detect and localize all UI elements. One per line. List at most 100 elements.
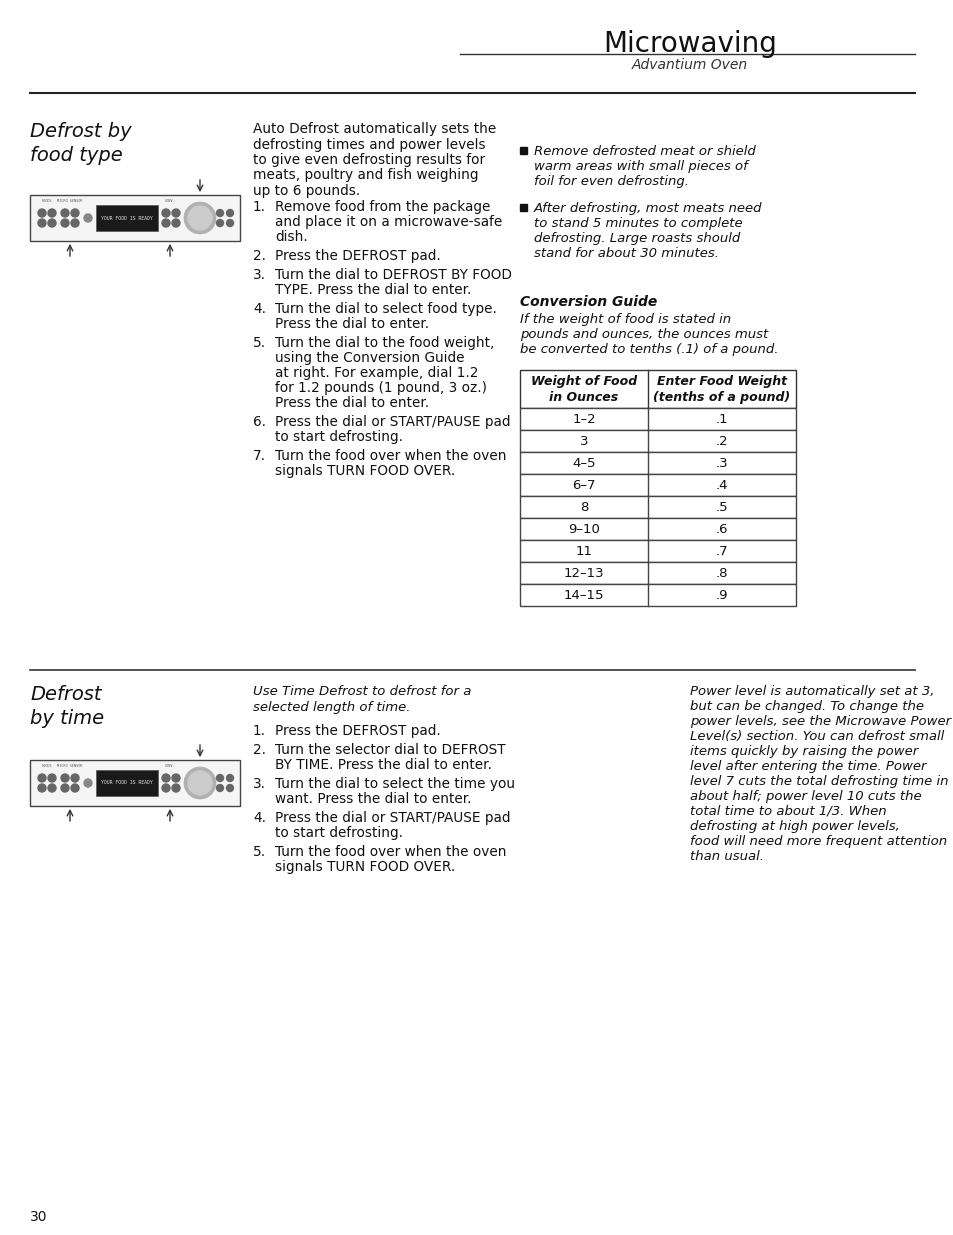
Circle shape <box>38 784 46 792</box>
Text: stand for about 30 minutes.: stand for about 30 minutes. <box>534 247 719 261</box>
Circle shape <box>38 774 46 782</box>
Text: to stand 5 minutes to complete: to stand 5 minutes to complete <box>534 217 741 230</box>
Text: MICRO SENSOR: MICRO SENSOR <box>57 199 83 203</box>
Text: Microwaving: Microwaving <box>602 30 776 58</box>
Text: .4: .4 <box>715 479 727 492</box>
Bar <box>519 147 526 154</box>
Text: 1–2: 1–2 <box>572 412 596 426</box>
Bar <box>96 205 158 231</box>
Text: Press the dial or START/PAUSE pad: Press the dial or START/PAUSE pad <box>274 811 510 825</box>
Circle shape <box>38 209 46 217</box>
Bar <box>519 430 795 452</box>
Circle shape <box>172 774 180 782</box>
Bar <box>519 370 795 408</box>
Text: meats, poultry and fish weighing: meats, poultry and fish weighing <box>253 168 478 183</box>
Text: Press the DEFROST pad.: Press the DEFROST pad. <box>274 249 440 263</box>
Bar <box>30 760 240 806</box>
Text: but can be changed. To change the: but can be changed. To change the <box>689 700 923 713</box>
Text: Turn the dial to select food type.: Turn the dial to select food type. <box>274 303 497 316</box>
Text: Press the dial to enter.: Press the dial to enter. <box>274 396 429 410</box>
Text: about half; power level 10 cuts the: about half; power level 10 cuts the <box>689 790 921 803</box>
Text: 14–15: 14–15 <box>563 589 603 601</box>
Text: .3: .3 <box>715 457 727 471</box>
Circle shape <box>216 210 223 216</box>
Text: Defrost
by time: Defrost by time <box>30 685 104 729</box>
Text: 5.: 5. <box>253 845 266 860</box>
Text: 1.: 1. <box>253 200 266 214</box>
Circle shape <box>188 771 212 795</box>
Text: Use Time Defrost to defrost for a: Use Time Defrost to defrost for a <box>253 685 471 698</box>
Circle shape <box>71 784 79 792</box>
Text: If the weight of food is stated in: If the weight of food is stated in <box>519 312 730 326</box>
Bar <box>519 540 795 562</box>
Text: 12–13: 12–13 <box>563 567 603 580</box>
Text: selected length of time.: selected length of time. <box>253 700 410 714</box>
Text: .2: .2 <box>715 435 727 448</box>
Text: 9–10: 9–10 <box>567 522 599 536</box>
Text: items quickly by raising the power: items quickly by raising the power <box>689 745 918 758</box>
Text: Press the dial or START/PAUSE pad: Press the dial or START/PAUSE pad <box>274 415 510 429</box>
Text: signals TURN FOOD OVER.: signals TURN FOOD OVER. <box>274 860 455 874</box>
Circle shape <box>226 784 233 792</box>
Circle shape <box>48 209 56 217</box>
Text: using the Conversion Guide: using the Conversion Guide <box>274 351 464 366</box>
Text: defrosting at high power levels,: defrosting at high power levels, <box>689 820 899 832</box>
Text: Turn the dial to DEFROST BY FOOD: Turn the dial to DEFROST BY FOOD <box>274 268 512 282</box>
Text: Conversion Guide: Conversion Guide <box>519 295 657 309</box>
Text: Turn the food over when the oven: Turn the food over when the oven <box>274 845 506 860</box>
Circle shape <box>184 203 215 233</box>
Text: 2.: 2. <box>253 249 266 263</box>
Text: .5: .5 <box>715 501 727 514</box>
Text: Power level is automatically set at 3,: Power level is automatically set at 3, <box>689 685 934 698</box>
Text: .8: .8 <box>715 567 727 580</box>
Circle shape <box>61 209 69 217</box>
Circle shape <box>71 219 79 227</box>
Circle shape <box>61 784 69 792</box>
Circle shape <box>48 774 56 782</box>
Bar <box>519 452 795 474</box>
Text: 11: 11 <box>575 545 592 558</box>
Text: power levels, see the Microwave Power: power levels, see the Microwave Power <box>689 715 950 727</box>
Bar <box>519 474 795 496</box>
Circle shape <box>216 784 223 792</box>
Bar <box>519 562 795 584</box>
Circle shape <box>226 220 233 226</box>
Text: 30: 30 <box>30 1210 48 1224</box>
Circle shape <box>61 219 69 227</box>
Circle shape <box>184 767 215 799</box>
Text: and place it on a microwave-safe: and place it on a microwave-safe <box>274 215 501 228</box>
Circle shape <box>84 214 91 222</box>
Text: up to 6 pounds.: up to 6 pounds. <box>253 184 360 198</box>
Text: Press the DEFROST pad.: Press the DEFROST pad. <box>274 724 440 739</box>
Circle shape <box>226 774 233 782</box>
Text: 5.: 5. <box>253 336 266 350</box>
Text: BY TIME. Press the dial to enter.: BY TIME. Press the dial to enter. <box>274 758 492 772</box>
Text: 6.: 6. <box>253 415 266 429</box>
Text: warm areas with small pieces of: warm areas with small pieces of <box>534 161 747 173</box>
Circle shape <box>226 210 233 216</box>
Text: pounds and ounces, the ounces must: pounds and ounces, the ounces must <box>519 329 767 341</box>
Text: .1: .1 <box>715 412 727 426</box>
Circle shape <box>162 774 170 782</box>
Text: 4.: 4. <box>253 811 266 825</box>
Circle shape <box>216 774 223 782</box>
Text: level after entering the time. Power: level after entering the time. Power <box>689 760 925 773</box>
Text: to start defrosting.: to start defrosting. <box>274 826 402 840</box>
Circle shape <box>48 219 56 227</box>
Text: to give even defrosting results for: to give even defrosting results for <box>253 153 485 167</box>
Text: defrosting times and power levels: defrosting times and power levels <box>253 137 485 152</box>
Circle shape <box>71 209 79 217</box>
Text: FOODS: FOODS <box>42 199 52 203</box>
Text: defrosting. Large roasts should: defrosting. Large roasts should <box>534 232 740 245</box>
Bar <box>519 584 795 606</box>
Text: Defrost by
food type: Defrost by food type <box>30 122 132 165</box>
Text: MICRO SENSOR: MICRO SENSOR <box>57 764 83 768</box>
Text: dish.: dish. <box>274 230 308 245</box>
Text: 3.: 3. <box>253 777 266 790</box>
Text: Level(s) section. You can defrost small: Level(s) section. You can defrost small <box>689 730 943 743</box>
Text: signals TURN FOOD OVER.: signals TURN FOOD OVER. <box>274 464 455 478</box>
Text: food will need more frequent attention: food will need more frequent attention <box>689 835 946 848</box>
Circle shape <box>162 219 170 227</box>
Text: to start defrosting.: to start defrosting. <box>274 430 402 445</box>
Circle shape <box>48 784 56 792</box>
